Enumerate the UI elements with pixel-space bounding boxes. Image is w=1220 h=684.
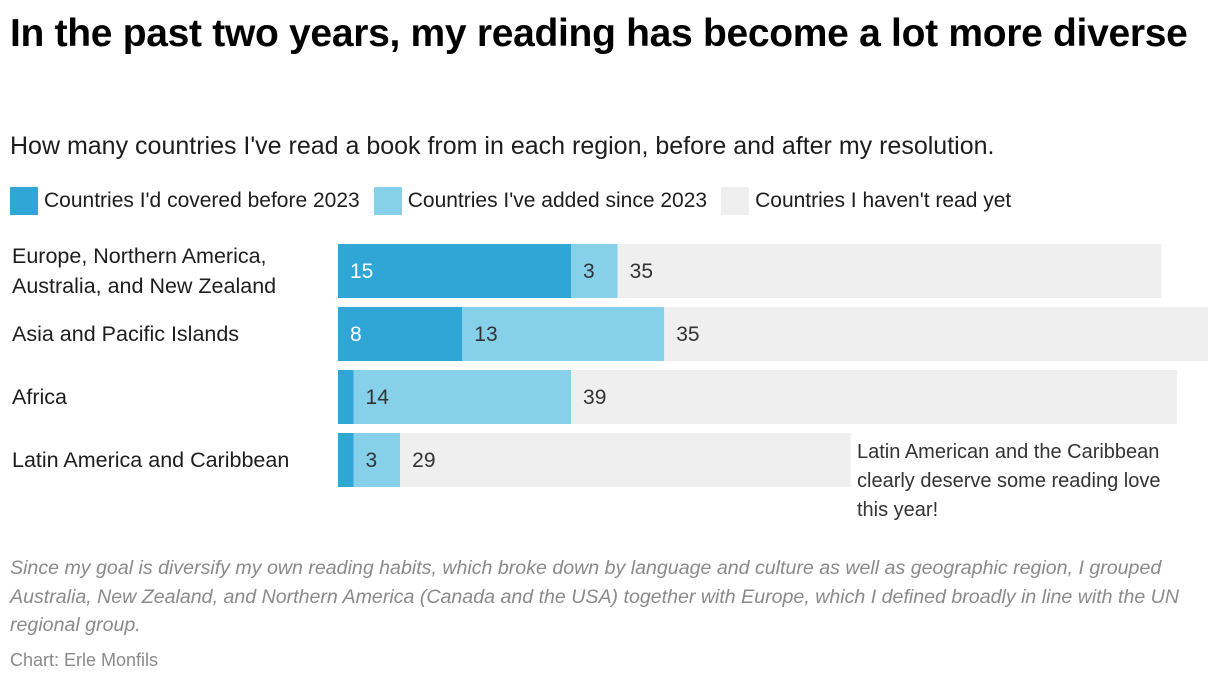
data-label-countries-i-haven-t-read-yet-asia-and-pacific-islands: 35 — [676, 323, 699, 346]
bar-countries-i-d-covered-before-2023-asia-and-pacific-islands — [338, 307, 463, 361]
bar-countries-i-d-covered-before-2023-africa — [338, 370, 354, 424]
category-label-europe-northern-america-australia-and-new-zealand: Europe, Northern America, Australia, and … — [12, 244, 276, 298]
category-label-africa: Africa — [12, 385, 67, 409]
legend-label-before-2023: Countries I'd covered before 2023 — [44, 189, 360, 212]
legend-item-not-read: Countries I haven't read yet — [721, 187, 1011, 215]
legend-label-since-2023: Countries I've added since 2023 — [407, 189, 708, 212]
data-label-countries-i-haven-t-read-yet-europe-northern-america-australia-and-new-zealand: 35 — [630, 260, 653, 283]
chart-source: Chart: Erle Monfils — [10, 650, 159, 670]
category-label-asia-and-pacific-islands: Asia and Pacific Islands — [12, 322, 239, 346]
data-label-countries-i-haven-t-read-yet-latin-america-and-caribbean: 29 — [412, 449, 435, 472]
category-label-latin-america-and-caribbean: Latin America and Caribbean — [12, 448, 289, 472]
legend: Countries I'd covered before 2023 Countr… — [10, 186, 1025, 216]
chart-subtitle: How many countries I've read a book from… — [10, 132, 995, 160]
legend-label-not-read: Countries I haven't read yet — [755, 189, 1012, 212]
legend-item-before-2023: Countries I'd covered before 2023 — [10, 187, 360, 215]
bar-countries-i-haven-t-read-yet-europe-northern-america-australia-and-new-zealand — [617, 244, 1162, 298]
bar-countries-i-ve-added-since-2023-latin-america-and-caribbean — [353, 433, 401, 487]
chart-notes: Since my goal is diversify my own readin… — [10, 557, 1179, 636]
bar-countries-i-d-covered-before-2023-europe-northern-america-australia-and-new-zealand — [338, 244, 572, 298]
chart-title: In the past two years, my reading has be… — [10, 12, 1188, 55]
bar-countries-i-haven-t-read-yet-africa — [571, 370, 1177, 424]
data-label-countries-i-ve-added-since-2023-asia-and-pacific-islands: 13 — [474, 323, 497, 346]
data-label-countries-i-ve-added-since-2023-africa: 14 — [366, 386, 390, 409]
data-label-countries-i-haven-t-read-yet-africa: 39 — [583, 386, 606, 409]
stacked-bar-chart: Europe, Northern America, Australia, and … — [12, 244, 1208, 487]
data-label-countries-i-ve-added-since-2023-europe-northern-america-australia-and-new-zealand: 3 — [583, 260, 595, 283]
legend-item-since-2023: Countries I've added since 2023 — [373, 187, 708, 215]
bar-countries-i-haven-t-read-yet-latin-america-and-caribbean — [400, 433, 851, 487]
legend-swatch-since-2023 — [373, 187, 402, 215]
bar-countries-i-d-covered-before-2023-latin-america-and-caribbean — [338, 433, 354, 487]
bar-countries-i-ve-added-since-2023-europe-northern-america-australia-and-new-zealand — [571, 244, 618, 298]
legend-swatch-not-read — [721, 187, 750, 215]
data-label-countries-i-d-covered-before-2023-asia-and-pacific-islands: 8 — [350, 323, 362, 346]
bar-countries-i-haven-t-read-yet-asia-and-pacific-islands — [664, 307, 1208, 361]
data-label-countries-i-d-covered-before-2023-europe-northern-america-australia-and-new-zealand: 15 — [350, 260, 373, 283]
legend-swatch-before-2023 — [10, 187, 38, 215]
data-label-countries-i-ve-added-since-2023-latin-america-and-caribbean: 3 — [366, 449, 378, 472]
chart-annotation: Latin American and the Caribbean clearly… — [857, 441, 1161, 521]
bar-countries-i-ve-added-since-2023-asia-and-pacific-islands — [462, 307, 665, 361]
bar-countries-i-ve-added-since-2023-africa — [353, 370, 572, 424]
